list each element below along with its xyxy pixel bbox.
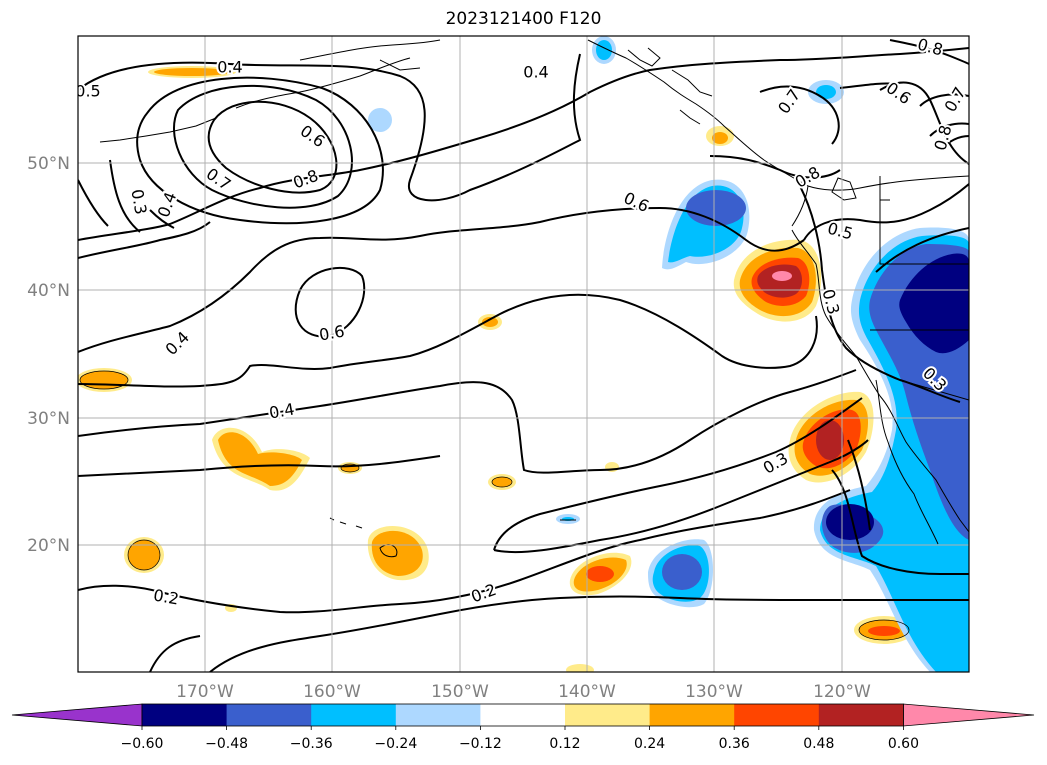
colorbar-tick-label: 0.48 xyxy=(803,736,834,752)
contour-label: 0.5 xyxy=(75,82,100,101)
colorbar-extend-high xyxy=(903,703,1035,727)
shading-outlines xyxy=(79,370,910,641)
colorbar-tick-label: −0.12 xyxy=(459,736,502,752)
longitude-label: 170°W xyxy=(176,682,234,702)
contour-label: 0.4 xyxy=(217,58,242,77)
colorbar-segment xyxy=(311,704,397,726)
latitude-label: 30°N xyxy=(27,409,70,429)
colorbar-tick-label: −0.24 xyxy=(374,736,417,752)
map-title: 2023121400 F120 xyxy=(445,9,602,29)
colorbar-tick-label: 0.24 xyxy=(634,736,665,752)
map-frame xyxy=(77,35,970,673)
latitude-label: 50°N xyxy=(27,154,70,174)
contours xyxy=(78,39,969,672)
colorbar-tick-label: −0.48 xyxy=(205,736,248,752)
longitude-label: 150°W xyxy=(431,682,489,702)
latitude-labels: 20°N 30°N 40°N 50°N xyxy=(27,154,70,556)
longitude-label: 130°W xyxy=(685,682,743,702)
longitude-label: 160°W xyxy=(303,682,361,702)
colorbar-segment xyxy=(142,704,228,726)
shading-negative xyxy=(368,36,969,672)
gridlines xyxy=(78,36,969,672)
longitude-label: 140°W xyxy=(558,682,616,702)
colorbar: −0.60 −0.48 −0.36 −0.24 −0.12 0.12 0.24 0.36 0.4… xyxy=(11,703,1035,752)
colorbar-extend-low xyxy=(11,703,143,727)
colorbar-segment xyxy=(226,704,312,726)
colorbar-tick-label: 0.60 xyxy=(888,736,919,752)
contour-label: 0.4 xyxy=(523,63,548,82)
longitude-labels: 170°W 160°W 150°W 140°W 130°W 120°W xyxy=(176,682,871,702)
latitude-label: 40°N xyxy=(27,281,70,301)
colorbar-segment xyxy=(818,704,904,726)
colorbar-tick-label: −0.36 xyxy=(290,736,333,752)
longitude-label: 120°W xyxy=(813,682,871,702)
colorbar-tick-label: 0.12 xyxy=(549,736,580,752)
colorbar-frame xyxy=(141,703,904,727)
map-area: 0.4 0.40.50.60.7 0.80.3 0.4 0.60.60.40.40.30… xyxy=(75,36,969,672)
colorbar-segment xyxy=(480,704,566,726)
colorbar-segment xyxy=(395,704,481,726)
colorbar-tick-label: 0.36 xyxy=(719,736,750,752)
shading-positive xyxy=(78,66,914,672)
colorbar-segment xyxy=(565,704,651,726)
coastlines xyxy=(99,39,969,558)
colorbar-tick-label: −0.60 xyxy=(121,736,164,752)
colorbar-segment xyxy=(649,704,735,726)
latitude-label: 20°N xyxy=(27,536,70,556)
colorbar-segment xyxy=(734,704,820,726)
